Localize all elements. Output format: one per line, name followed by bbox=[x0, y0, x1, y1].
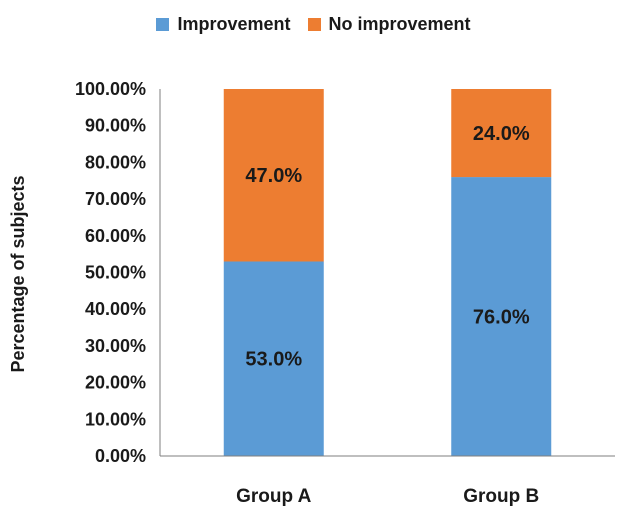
x-category-label: Group A bbox=[236, 486, 312, 507]
y-tick-label: 20.00% bbox=[85, 373, 146, 393]
legend-item-no-improvement: No improvement bbox=[307, 14, 471, 35]
y-axis-ticks: 0.00% 10.00% 20.00% 30.00% 40.00% 50.00% 60.00… bbox=[75, 79, 146, 466]
x-category-label: Group B bbox=[463, 486, 539, 507]
bar-segment bbox=[223, 261, 324, 456]
bar-segment bbox=[451, 177, 552, 456]
data-labels-group: 53.0% 47.0% 76.0% 24.0% bbox=[245, 123, 529, 371]
y-tick-label: 50.00% bbox=[85, 263, 146, 283]
bars-group bbox=[223, 89, 552, 456]
y-tick-label: 70.00% bbox=[85, 189, 146, 209]
legend-label-no-improvement: No improvement bbox=[328, 14, 471, 34]
bar-data-label: 53.0% bbox=[245, 349, 302, 371]
y-tick-label: 40.00% bbox=[85, 299, 146, 319]
chart-legend: Improvement No improvement bbox=[0, 14, 627, 36]
y-tick-label: 90.00% bbox=[85, 116, 146, 136]
bar-data-label: 47.0% bbox=[245, 165, 302, 187]
legend-item-improvement: Improvement bbox=[156, 14, 290, 35]
y-tick-label: 30.00% bbox=[85, 336, 146, 356]
y-tick-label: 60.00% bbox=[85, 226, 146, 246]
legend-label-improvement: Improvement bbox=[177, 14, 291, 34]
bar-segment bbox=[451, 89, 552, 178]
bar-data-label: 76.0% bbox=[473, 307, 530, 329]
y-tick-label: 10.00% bbox=[85, 409, 146, 429]
y-axis-title: Percentage of subjects bbox=[8, 175, 28, 372]
y-tick-label: 100.00% bbox=[75, 79, 146, 99]
bar-data-label: 24.0% bbox=[473, 123, 530, 145]
x-axis-categories: Group A Group B bbox=[236, 486, 539, 507]
legend-swatch-no-improvement bbox=[307, 18, 321, 31]
legend-swatch-improvement bbox=[156, 18, 170, 31]
y-tick-label: 0.00% bbox=[95, 446, 146, 466]
bar-segment bbox=[223, 89, 324, 262]
y-tick-label: 80.00% bbox=[85, 152, 146, 172]
